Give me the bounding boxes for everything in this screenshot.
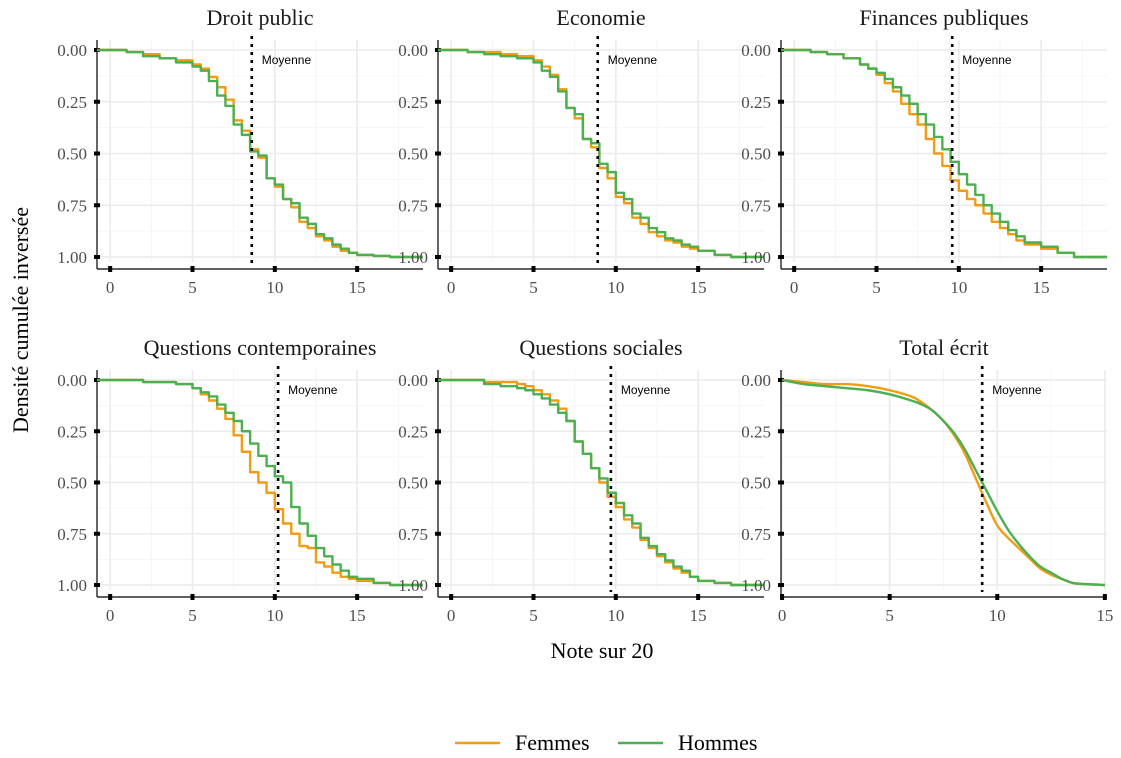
legend-label-hommes: Hommes (678, 730, 757, 755)
x-tick-label: 0 (447, 606, 456, 625)
panel-total-ecrit: 0 5 10 15 0.00 0.25 0.50 0.75 1.00 Total écrit Moy… (741, 335, 1113, 625)
legend-label-femmes: Femmes (515, 730, 590, 755)
y-axis-title: Densité cumulée inversée (8, 207, 33, 433)
x-tick-label: 0 (790, 278, 799, 297)
x-tick-label: 10 (950, 278, 967, 297)
panel-title-questions-sociales: Questions sociales (519, 335, 682, 360)
y-tick-label: 0.50 (398, 145, 428, 164)
x-tick-label: 0 (106, 278, 115, 297)
y-tick-label: 0.25 (398, 93, 428, 112)
panel-economie: 0 5 10 15 0.00 0.25 0.50 0.75 1.00 Economie Moyenn… (398, 5, 764, 297)
x-tick-label: 10 (989, 606, 1006, 625)
y-tick-label: 0.00 (741, 41, 771, 60)
panel-questions-contemporaines: 0 5 10 15 0.00 0.25 0.50 0.75 1.00 Questions cont… (57, 335, 423, 625)
x-tick-label: 15 (349, 278, 366, 297)
x-tick-label: 5 (188, 606, 197, 625)
y-tick-label: 1.00 (57, 576, 87, 595)
y-tick-label: 0.25 (57, 93, 87, 112)
x-tick-label: 15 (349, 606, 366, 625)
y-tick-label: 0.50 (57, 145, 87, 164)
panels-layer: 0 5 10 15 0.00 0.25 0.50 0.75 1.00 Droit public Mo… (57, 5, 1113, 625)
mean-label: Moyenne (992, 383, 1042, 397)
x-tick-label: 10 (607, 278, 624, 297)
y-tick-label: 0.75 (741, 525, 771, 544)
mean-label: Moyenne (621, 383, 671, 397)
x-tick-label: 15 (1096, 606, 1113, 625)
y-tick-label: 1.00 (741, 576, 771, 595)
y-tick-label: 0.50 (57, 474, 87, 493)
y-tick-label: 0.50 (741, 474, 771, 493)
panel-title-total-ecrit: Total écrit (899, 335, 988, 360)
panel-title-economie: Economie (556, 5, 645, 30)
y-tick-label: 0.00 (398, 371, 428, 390)
x-tick-label: 10 (266, 278, 283, 297)
x-tick-label: 5 (885, 606, 894, 625)
x-tick-label: 5 (188, 278, 197, 297)
mean-label: Moyenne (262, 53, 312, 67)
y-tick-label: 0.75 (398, 196, 428, 215)
series-line-hommes (781, 48, 1107, 259)
panel-questions-sociales: 0 5 10 15 0.00 0.25 0.50 0.75 1.00 Questions soci… (398, 335, 764, 625)
x-tick-label: 0 (106, 606, 115, 625)
panel-title-questions-contemporaines: Questions contemporaines (144, 335, 377, 360)
panel-title-droit-public: Droit public (207, 5, 314, 30)
y-tick-label: 0.00 (741, 371, 771, 390)
y-tick-label: 1.00 (398, 576, 428, 595)
x-tick-label: 15 (690, 278, 707, 297)
y-tick-label: 0.25 (741, 422, 771, 441)
mean-label: Moyenne (962, 53, 1012, 67)
series-line-femmes (97, 378, 423, 587)
mean-label: Moyenne (608, 53, 658, 67)
mean-label: Moyenne (288, 383, 338, 397)
panel-title-finances-publiques: Finances publiques (859, 5, 1028, 30)
series-line-hommes (438, 48, 764, 259)
series-line-hommes (781, 378, 1105, 587)
y-tick-label: 0.00 (57, 41, 87, 60)
x-tick-label: 0 (447, 278, 456, 297)
series-line-hommes (97, 48, 423, 259)
y-tick-label: 0.75 (741, 196, 771, 215)
legend: Femmes Hommes (455, 730, 757, 755)
panel-finances-publiques: 0 5 10 15 0.00 0.25 0.50 0.75 1.00 Finances publi… (741, 5, 1107, 297)
x-tick-label: 10 (266, 606, 283, 625)
y-tick-label: 0.50 (398, 474, 428, 493)
x-tick-label: 10 (607, 606, 624, 625)
y-tick-label: 0.75 (57, 525, 87, 544)
y-tick-label: 0.50 (741, 145, 771, 164)
series-line-hommes (97, 378, 423, 587)
y-tick-label: 0.25 (57, 422, 87, 441)
y-tick-label: 1.00 (57, 248, 87, 267)
y-tick-label: 0.25 (741, 93, 771, 112)
y-tick-label: 0.75 (57, 196, 87, 215)
series-line-hommes (438, 378, 764, 587)
y-tick-label: 0.00 (57, 371, 87, 390)
panel-droit-public: 0 5 10 15 0.00 0.25 0.50 0.75 1.00 Droit public Mo… (57, 5, 423, 297)
x-tick-label: 15 (1033, 278, 1050, 297)
y-tick-label: 1.00 (741, 248, 771, 267)
x-tick-label: 0 (778, 606, 787, 625)
x-axis-title: Note sur 20 (551, 638, 654, 663)
x-tick-label: 5 (529, 278, 538, 297)
y-tick-label: 0.75 (398, 525, 428, 544)
y-tick-label: 0.00 (398, 41, 428, 60)
x-tick-label: 15 (690, 606, 707, 625)
y-tick-label: 0.25 (398, 422, 428, 441)
series-line-femmes (781, 378, 1105, 587)
x-tick-label: 5 (529, 606, 538, 625)
x-tick-label: 5 (872, 278, 881, 297)
y-tick-label: 1.00 (398, 248, 428, 267)
